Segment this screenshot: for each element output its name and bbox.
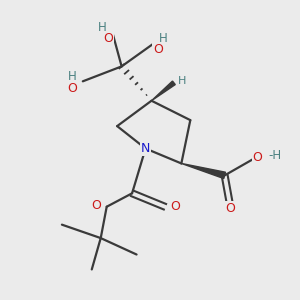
Text: H: H [68, 70, 77, 83]
Text: O: O [170, 200, 180, 213]
Text: O: O [153, 44, 163, 56]
Text: O: O [226, 202, 236, 215]
Text: N: N [141, 142, 150, 155]
Text: O: O [253, 151, 262, 164]
Polygon shape [182, 164, 226, 178]
Text: H: H [178, 76, 186, 86]
Polygon shape [152, 81, 175, 101]
Text: O: O [103, 32, 113, 45]
Text: -H: -H [268, 149, 281, 163]
Text: O: O [91, 199, 101, 212]
Text: H: H [98, 21, 106, 34]
Text: O: O [68, 82, 77, 95]
Text: H: H [159, 32, 168, 45]
